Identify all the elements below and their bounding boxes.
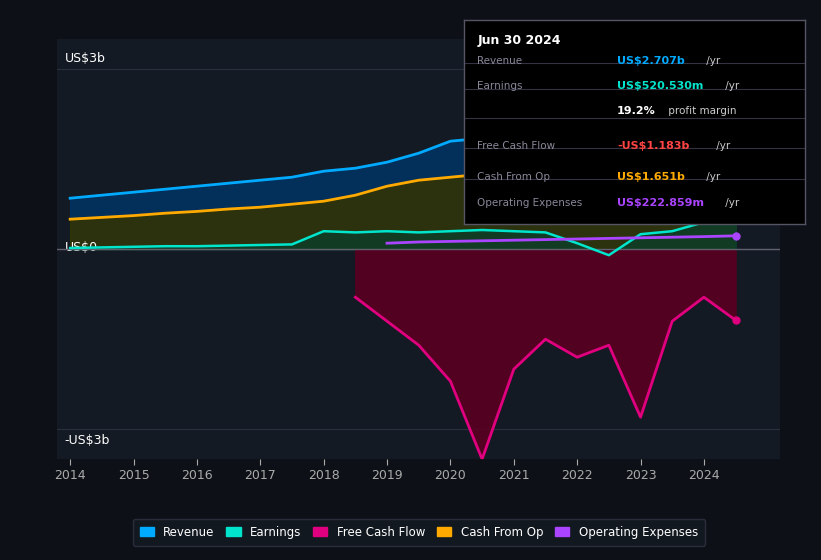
Text: Operating Expenses: Operating Expenses bbox=[478, 198, 583, 208]
Text: profit margin: profit margin bbox=[665, 106, 736, 116]
Legend: Revenue, Earnings, Free Cash Flow, Cash From Op, Operating Expenses: Revenue, Earnings, Free Cash Flow, Cash … bbox=[132, 519, 705, 545]
Text: 19.2%: 19.2% bbox=[617, 106, 656, 116]
Text: US$0: US$0 bbox=[65, 241, 98, 254]
Text: /yr: /yr bbox=[703, 172, 720, 182]
Text: -US$3b: -US$3b bbox=[65, 433, 110, 447]
Text: US$1.651b: US$1.651b bbox=[617, 172, 685, 182]
Text: Earnings: Earnings bbox=[478, 81, 523, 91]
Text: US$2.707b: US$2.707b bbox=[617, 55, 685, 66]
Text: Jun 30 2024: Jun 30 2024 bbox=[478, 34, 561, 47]
Text: US$222.859m: US$222.859m bbox=[617, 198, 704, 208]
Text: Revenue: Revenue bbox=[478, 55, 523, 66]
Text: -US$1.183b: -US$1.183b bbox=[617, 142, 690, 151]
Text: /yr: /yr bbox=[703, 55, 720, 66]
Text: /yr: /yr bbox=[722, 81, 740, 91]
Text: US$520.530m: US$520.530m bbox=[617, 81, 704, 91]
Text: Cash From Op: Cash From Op bbox=[478, 172, 551, 182]
Text: US$3b: US$3b bbox=[65, 52, 106, 65]
Text: /yr: /yr bbox=[713, 142, 730, 151]
Text: Free Cash Flow: Free Cash Flow bbox=[478, 142, 556, 151]
Text: /yr: /yr bbox=[722, 198, 740, 208]
